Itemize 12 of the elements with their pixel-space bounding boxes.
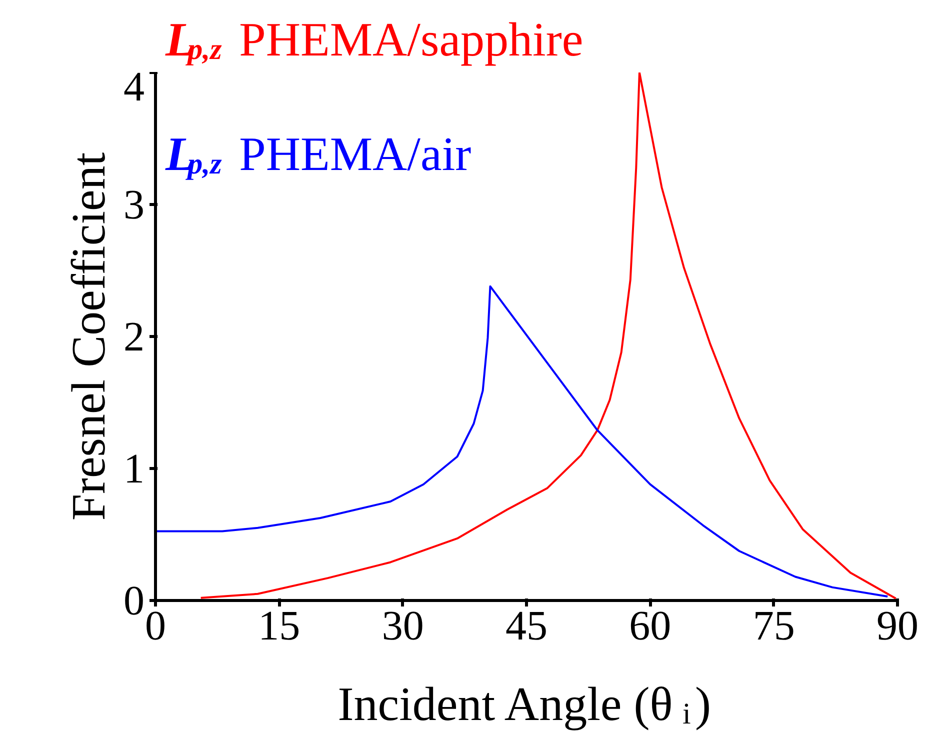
- line-series: [156, 285, 889, 598]
- y-tick-label: 3: [124, 182, 144, 228]
- y-axis-title: Fresnel Coefficient: [62, 152, 116, 521]
- x-tick-label: 90: [876, 604, 918, 650]
- y-tick-label: 1: [124, 446, 144, 492]
- x-tick-label: 30: [382, 604, 424, 650]
- y-tick-label: 2: [124, 314, 144, 360]
- x-tick-label: 45: [506, 604, 548, 650]
- x-tick-label: 15: [258, 604, 300, 650]
- x-tick-label: 60: [629, 604, 672, 650]
- y-tick-label: 4: [124, 64, 144, 110]
- x-tick-label: 75: [752, 604, 795, 650]
